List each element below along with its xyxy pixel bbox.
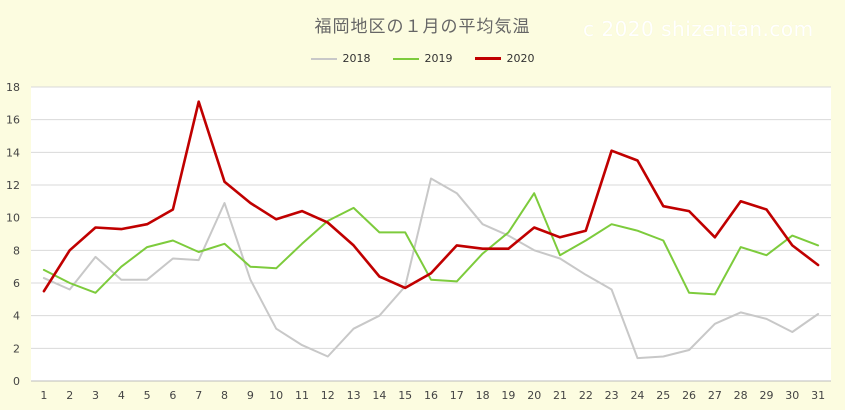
x-tick-label: 7 (195, 389, 202, 402)
x-tick-label: 25 (656, 389, 670, 402)
plot-background (31, 87, 831, 381)
y-tick-label: 14 (6, 146, 20, 159)
x-tick-label: 4 (118, 389, 125, 402)
legend-label-2019: 2019 (424, 52, 453, 65)
series-line-2018 (42, 177, 820, 360)
chart-title: 福岡地区の１月の平均気温 (314, 17, 531, 37)
y-tick-label: 8 (13, 244, 20, 257)
x-tick-label: 3 (92, 389, 99, 402)
x-tick-label: 6 (169, 389, 176, 402)
x-tick-label: 8 (221, 389, 228, 402)
watermark-text: c 2020 shizentan.com (583, 17, 814, 41)
y-tick-label: 16 (6, 114, 20, 127)
legend-label-2020: 2020 (506, 52, 535, 65)
x-tick-label: 1 (40, 389, 47, 402)
x-tick-label: 30 (785, 389, 799, 402)
legend-item-2019: 2019 (392, 52, 453, 65)
y-tick-label: 2 (13, 342, 20, 355)
x-tick-label: 16 (424, 389, 438, 402)
x-tick-label: 18 (476, 389, 490, 402)
x-tick-label: 2 (66, 389, 73, 402)
x-tick-label: 29 (759, 389, 773, 402)
x-tick-label: 27 (708, 389, 722, 402)
x-tick-label: 9 (247, 389, 254, 402)
x-tick-label: 12 (321, 389, 335, 402)
legend-label-2018: 2018 (342, 52, 371, 65)
legend-swatch-2020 (474, 57, 501, 60)
series-line-2019 (42, 192, 820, 296)
x-tick-label: 26 (682, 389, 696, 402)
x-tick-label: 13 (347, 389, 361, 402)
x-tick-label: 5 (144, 389, 151, 402)
legend-item-2020: 2020 (474, 52, 535, 65)
x-tick-label: 17 (450, 389, 464, 402)
x-tick-label: 31 (811, 389, 825, 402)
y-tick-label: 12 (6, 179, 20, 192)
y-tick-label: 0 (13, 375, 20, 388)
legend: 2018 2019 2020 (0, 52, 845, 65)
y-tick-label: 10 (6, 212, 20, 225)
x-tick-label: 28 (734, 389, 748, 402)
x-tick-label: 23 (605, 389, 619, 402)
x-tick-label: 24 (630, 389, 644, 402)
y-tick-label: 4 (13, 310, 20, 323)
legend-swatch-2018 (310, 57, 337, 60)
x-tick-label: 19 (501, 389, 515, 402)
x-tick-label: 21 (553, 389, 567, 402)
x-tick-label: 10 (269, 389, 283, 402)
x-tick-label: 22 (579, 389, 593, 402)
x-tick-label: 15 (398, 389, 412, 402)
x-tick-label: 14 (372, 389, 386, 402)
x-tick-label: 20 (527, 389, 541, 402)
y-tick-label: 18 (6, 81, 20, 94)
series-line-2020 (42, 100, 820, 293)
legend-swatch-2019 (392, 57, 419, 60)
legend-item-2018: 2018 (310, 52, 371, 65)
y-tick-label: 6 (13, 277, 20, 290)
x-tick-label: 11 (295, 389, 309, 402)
